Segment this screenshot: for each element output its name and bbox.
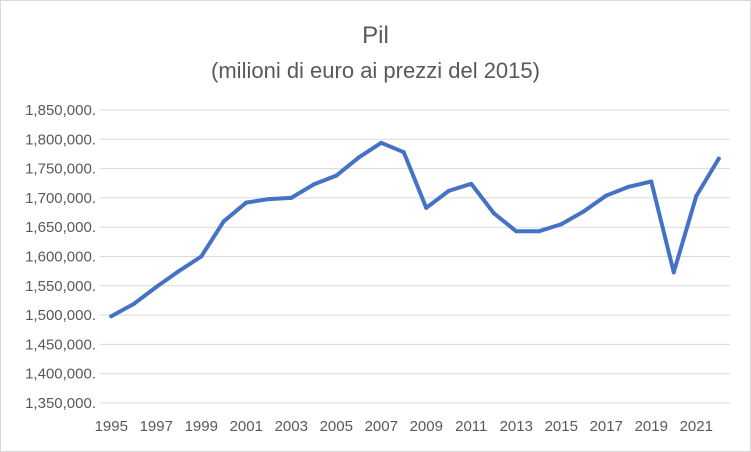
x-tick-label: 2017 [590, 418, 623, 435]
chart-title: Pil [362, 22, 389, 49]
x-tick-label: 2021 [680, 418, 713, 435]
data-point [604, 193, 609, 198]
x-tick-label: 1995 [95, 418, 128, 435]
x-tick-label: 2009 [410, 418, 443, 435]
data-point [491, 211, 496, 216]
y-tick-label: 1,550,000. [25, 278, 96, 295]
data-point [266, 197, 271, 202]
chart-subtitle: (milioni di euro ai prezzi del 2015) [211, 58, 540, 83]
data-point [559, 222, 564, 227]
y-tick-label: 1,800,000. [25, 131, 96, 148]
data-point [581, 209, 586, 214]
x-tick-label: 2007 [365, 418, 398, 435]
data-point [401, 150, 406, 155]
data-point [626, 184, 631, 189]
y-tick-label: 1,500,000. [25, 307, 96, 324]
y-axis-tick-labels: 1,350,000. 1,400,000. 1,450,000. 1,500,000.… [25, 102, 96, 412]
series-group [109, 140, 721, 319]
y-tick-label: 1,600,000. [25, 249, 96, 266]
data-point [424, 205, 429, 210]
data-point [289, 195, 294, 200]
data-point [469, 181, 474, 186]
data-point [379, 140, 384, 145]
data-point [311, 182, 316, 187]
x-tick-label: 2003 [275, 418, 308, 435]
data-point [199, 254, 204, 259]
data-point [716, 156, 721, 161]
x-tick-label: 2013 [500, 418, 533, 435]
data-point [334, 173, 339, 178]
y-tick-label: 1,850,000. [25, 102, 96, 119]
data-point [221, 219, 226, 224]
y-tick-label: 1,750,000. [25, 161, 96, 178]
data-point [356, 155, 361, 160]
y-tick-label: 1,450,000. [25, 336, 96, 353]
data-point [244, 200, 249, 205]
x-tick-label: 1999 [185, 418, 218, 435]
y-tick-label: 1,700,000. [25, 190, 96, 207]
x-tick-label: 2019 [635, 418, 668, 435]
x-tick-label: 2005 [320, 418, 353, 435]
series-line [109, 140, 721, 319]
x-tick-label: 2015 [545, 418, 578, 435]
x-tick-label: 2001 [230, 418, 263, 435]
data-point [131, 301, 136, 306]
x-tick-label: 1997 [140, 418, 173, 435]
data-point [154, 284, 159, 289]
data-point [109, 314, 114, 319]
y-tick-label: 1,400,000. [25, 366, 96, 383]
data-point [649, 179, 654, 184]
data-point [514, 229, 519, 234]
data-point [536, 229, 541, 234]
y-tick-label: 1,350,000. [25, 395, 96, 412]
gridlines [100, 109, 730, 404]
data-point [446, 188, 451, 193]
x-tick-label: 2011 [455, 418, 487, 435]
data-point [176, 269, 181, 274]
x-axis-tick-labels: 1995 1997 1999 2001 2003 2005 2007 2009 2011 2013… [95, 418, 713, 435]
data-point [694, 194, 699, 199]
y-tick-label: 1,650,000. [25, 219, 96, 236]
data-point [671, 270, 676, 275]
